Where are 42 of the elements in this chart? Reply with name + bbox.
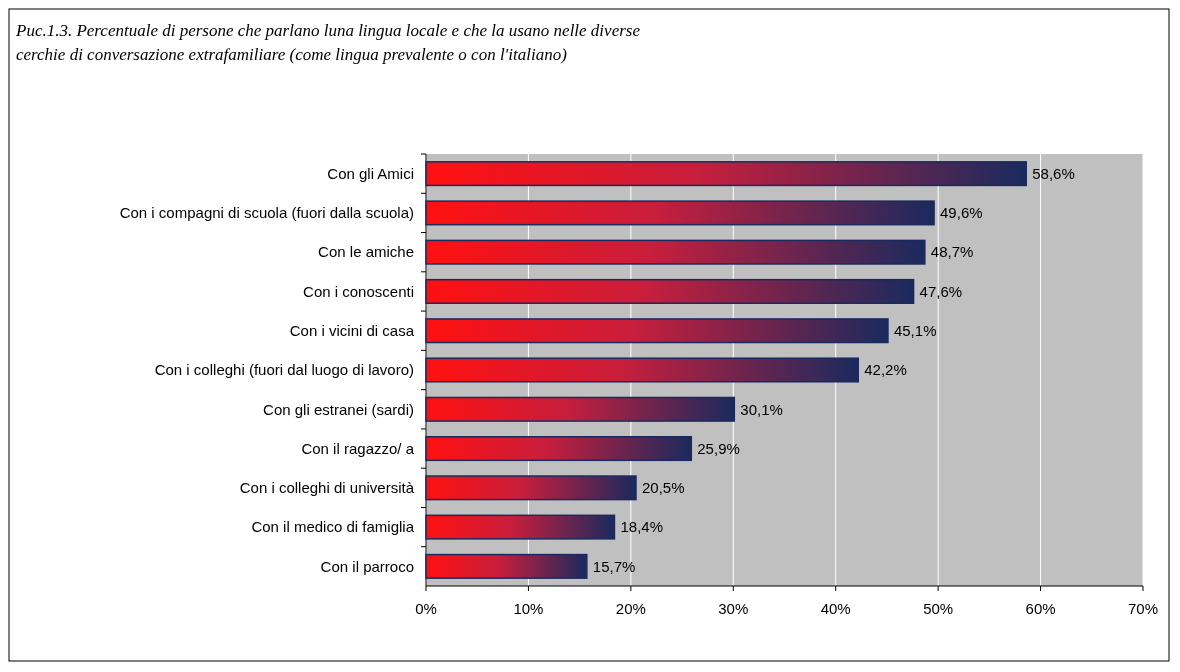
x-tick-label: 20%	[615, 600, 646, 617]
y-tick-label: Con le amiche	[318, 243, 414, 261]
x-tick-label: 40%	[820, 600, 851, 617]
bar	[425, 553, 588, 579]
data-label: 58,6%	[1032, 164, 1075, 182]
bar	[425, 318, 889, 344]
bar	[425, 161, 1027, 187]
y-tick-label: Con il parroco	[320, 557, 414, 575]
chart-title: Puc.1.3. Percentuale di persone che parlano luna lingua locale e che la usano nelle diverse cerchie di conversazione extrafamiliare (come lingua prevalente o con l'italiano)	[15, 21, 641, 64]
data-label: 30,1%	[740, 400, 783, 418]
x-tick-label: 30%	[718, 600, 749, 617]
data-label: 45,1%	[893, 321, 937, 339]
y-tick-label: Con i compagni di scuola (fuori dalla scuola)	[119, 204, 414, 222]
bar	[425, 239, 926, 265]
y-tick-label: Con i colleghi (fuori dal luogo di lavoro)	[154, 361, 414, 379]
x-tick-label: 70%	[1127, 600, 1159, 617]
y-tick-label: Con gli estranei (sardi)	[263, 400, 414, 418]
data-label: 15,7%	[592, 557, 636, 575]
x-tick-label: 0%	[415, 600, 437, 617]
x-tick-label: 50%	[923, 600, 954, 617]
y-tick-label: Con i colleghi di università	[239, 479, 415, 497]
y-tick-label: Con il ragazzo/ a	[301, 439, 415, 457]
x-tick-label: 60%	[1025, 600, 1056, 617]
bar	[425, 436, 693, 462]
data-label: 49,6%	[940, 204, 983, 222]
data-label: 20,5%	[641, 479, 685, 497]
bar	[425, 396, 736, 422]
data-label: 42,2%	[864, 361, 907, 379]
data-label: 18,4%	[620, 518, 664, 536]
bar	[425, 514, 616, 540]
data-label: 48,7%	[930, 243, 974, 261]
x-tick-label: 10%	[513, 600, 544, 617]
y-tick-label: Con i conoscenti	[303, 282, 414, 300]
y-tick-label: Con gli Amici	[327, 164, 414, 182]
bar	[425, 357, 859, 383]
y-tick-label: Con il medico di famiglia	[251, 518, 415, 536]
bar	[425, 475, 637, 501]
y-tick-label: Con i vicini di casa	[289, 321, 415, 339]
data-label: 47,6%	[919, 282, 963, 300]
bar	[425, 278, 915, 304]
bar	[425, 200, 935, 226]
data-label: 25,9%	[697, 439, 740, 457]
